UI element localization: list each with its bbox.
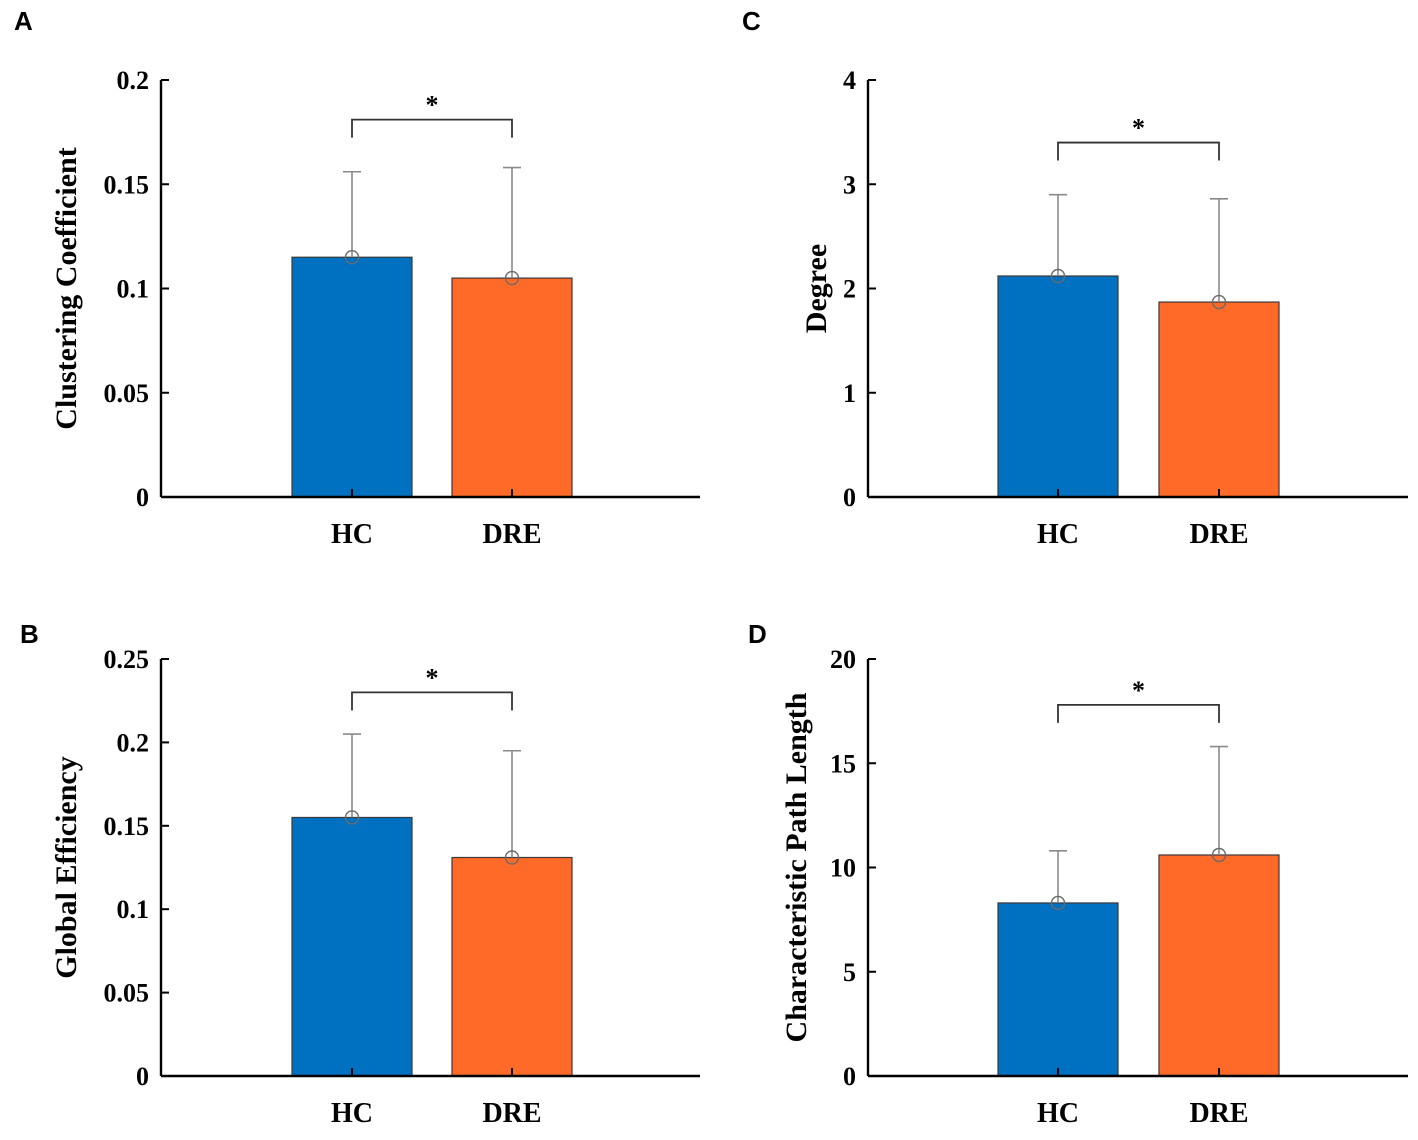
y-axis-label: Clustering Coefficient: [50, 147, 83, 429]
y-tick-label: 15: [830, 749, 856, 778]
mean-marker-hc: [344, 250, 360, 265]
bar-hc: [997, 902, 1119, 1077]
x-tick-label-dre: DRE: [1189, 519, 1248, 550]
y-tick-label: 0: [136, 483, 149, 512]
y-tick-label: 0: [843, 1062, 856, 1091]
y-axis-label: Global Efficiency: [50, 756, 83, 978]
y-tick-label: 20: [830, 645, 856, 674]
significance-label: *: [426, 91, 439, 120]
y-tick-label: 0.2: [117, 66, 150, 95]
x-tick-label-hc: HC: [331, 519, 373, 550]
bar-dre: [1158, 301, 1280, 498]
significance-label: *: [1132, 676, 1145, 705]
y-tick-label: 1: [843, 379, 856, 408]
y-tick-label: 4: [843, 66, 856, 95]
y-tick-label: 0: [136, 1062, 149, 1091]
bar-hc: [291, 256, 413, 498]
mean-marker-dre: [1211, 847, 1227, 863]
x-tick-label-hc: HC: [331, 1098, 373, 1129]
y-tick-label: 0.1: [117, 895, 150, 924]
y-tick-label: 0.1: [117, 275, 150, 304]
mean-marker-hc: [344, 810, 360, 825]
y-tick-label: 0.05: [104, 979, 150, 1008]
y-tick-label: 0.2: [117, 728, 150, 757]
mean-marker-hc: [1050, 268, 1066, 284]
chart-panel-a: A 0 0.05 0.1 0.15 0.2 HC DRE Clustering Coeffici…: [14, 6, 700, 550]
mean-marker-dre: [504, 850, 520, 865]
chart-panel-b: B 0 0.05 0.1 0.15 0.2 0.25 HC DRE Global Efficien…: [20, 619, 700, 1129]
significance-label: *: [426, 663, 439, 692]
y-tick-label: 3: [843, 170, 856, 199]
bar-dre: [1158, 854, 1280, 1077]
panel-letter: D: [748, 619, 767, 649]
significance-bracket: [351, 118, 513, 138]
y-tick-label: 0: [843, 483, 856, 512]
y-tick-label: 5: [843, 958, 856, 987]
bar-dre: [451, 277, 573, 498]
bar-dre: [451, 856, 573, 1077]
y-tick-label: 0.15: [104, 812, 150, 841]
y-tick-label: 10: [830, 854, 856, 883]
significance-label: *: [1132, 114, 1145, 143]
y-tick-label: 0.05: [104, 379, 150, 408]
x-tick-label-hc: HC: [1037, 519, 1079, 550]
bar-hc: [997, 275, 1119, 498]
panel-letter: C: [742, 6, 761, 36]
x-tick-label-dre: DRE: [1189, 1098, 1248, 1129]
mean-marker-dre: [1211, 294, 1227, 310]
significance-bracket: [1057, 703, 1220, 723]
chart-panel-d: D 0 5 10 15 20 HC DRE Characteristic Path Length…: [748, 619, 1408, 1129]
y-tick-label: 0.25: [104, 645, 150, 674]
y-tick-label: 0.15: [104, 170, 150, 199]
bar-hc: [291, 816, 413, 1077]
significance-bracket: [351, 691, 513, 711]
significance-bracket: [1057, 141, 1220, 161]
y-axis-label: Degree: [800, 244, 833, 333]
mean-marker-dre: [504, 270, 520, 286]
x-tick-label-dre: DRE: [482, 1098, 541, 1129]
y-tick-label: 2: [843, 275, 856, 304]
mean-marker-hc: [1050, 895, 1066, 911]
x-tick-label-dre: DRE: [482, 519, 541, 550]
chart-panel-c: C 0 1 2 3 4 HC DRE Degree *: [742, 6, 1408, 550]
panel-letter: B: [20, 619, 39, 649]
x-tick-label-hc: HC: [1037, 1098, 1079, 1129]
panel-letter: A: [14, 6, 33, 36]
y-axis-label: Characteristic Path Length: [780, 692, 813, 1042]
